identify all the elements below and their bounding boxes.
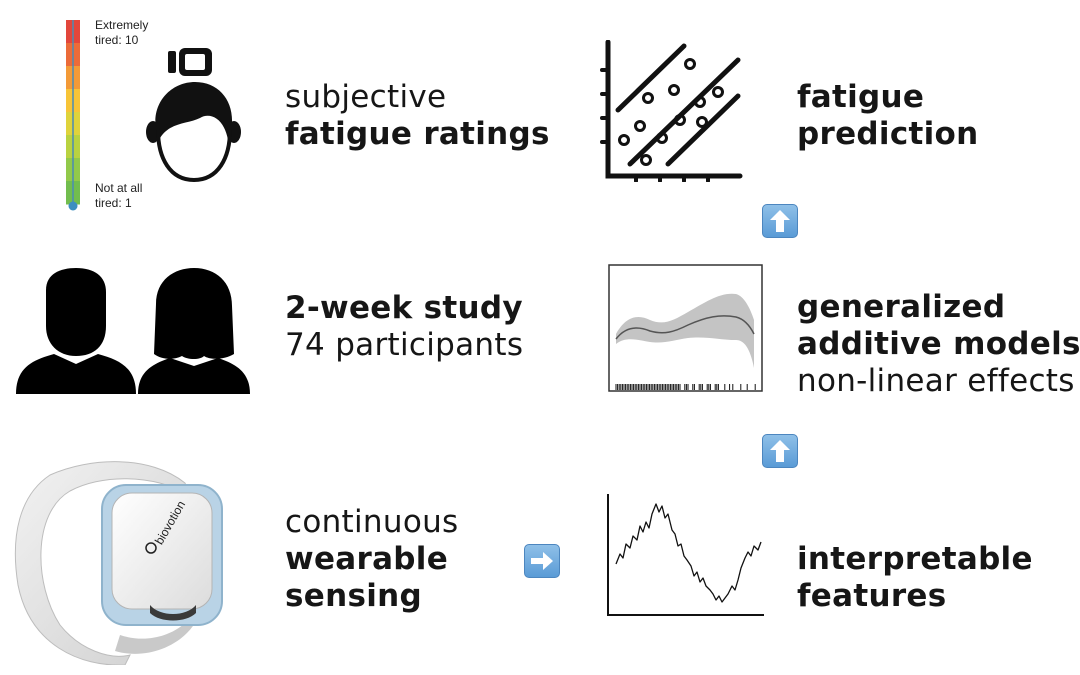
scale-bottom-label: Not at all tired: 1 bbox=[95, 181, 143, 210]
caption-gam: generalized additive models non-linear e… bbox=[797, 289, 1080, 399]
caption-ratings: subjective fatigue ratings bbox=[285, 79, 550, 152]
caption-sensing: continuous wearable sensing bbox=[285, 504, 459, 614]
people-icon bbox=[16, 268, 250, 394]
caption-features: interpretable features bbox=[797, 541, 1033, 614]
caption-prediction: fatigue prediction bbox=[797, 79, 979, 152]
scatter-plot-icon bbox=[600, 40, 743, 182]
arrow-up-icon bbox=[762, 434, 798, 468]
scale-top-label: Extremely tired: 10 bbox=[95, 18, 149, 47]
battery-icon bbox=[168, 48, 212, 76]
wearable-device-image bbox=[14, 461, 223, 665]
time-series-icon bbox=[607, 494, 764, 616]
rating-scale-bar bbox=[66, 20, 80, 211]
gam-plot-icon bbox=[608, 264, 763, 392]
fatigue-rating-scale bbox=[62, 18, 84, 213]
caption-study: 2-week study 74 participants bbox=[285, 290, 524, 363]
arrow-right-icon bbox=[524, 544, 560, 578]
arrow-up-icon bbox=[762, 204, 798, 238]
head-icon bbox=[146, 82, 241, 183]
